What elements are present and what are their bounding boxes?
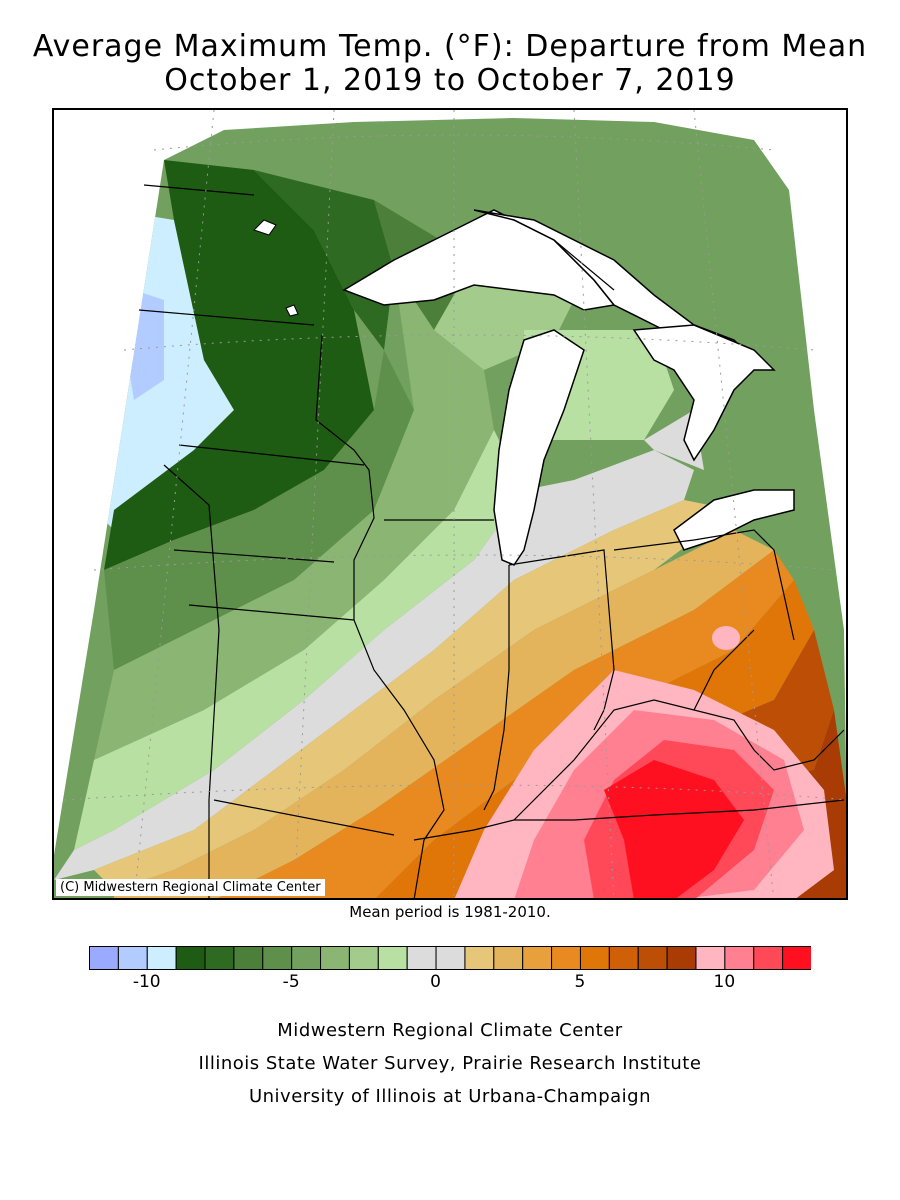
legend-swatch [608,946,639,970]
legend-swatch [782,946,812,970]
map-credit-label: (C) Midwestern Regional Climate Center [56,879,325,896]
great-lakes [342,209,795,566]
legend-swatch [637,946,668,970]
map-date-range: October 1, 2019 to October 7, 2019 [164,63,736,98]
legend-swatch [291,946,322,970]
legend-swatch [695,946,726,970]
legend-swatch [406,946,437,970]
legend-swatch [262,946,293,970]
legend-swatch [493,946,524,970]
legend-swatch [666,946,697,970]
legend-swatch [579,946,610,970]
legend-swatch [175,946,206,970]
legend-swatch [233,946,264,970]
legend-swatch [89,946,119,970]
legend-swatch [320,946,350,970]
legend-swatch [348,946,379,970]
legend-swatch [724,946,755,970]
legend-tick-label: 0 [430,972,441,992]
legend-tick-label: 10 [713,972,736,992]
legend-tick-label: -10 [132,972,161,992]
legend-tick-label: -5 [282,972,300,992]
color-legend-ticks: -10 -5 0 5 10 [0,972,900,1000]
temperature-departure-map: (C) Midwestern Regional Climate Center [52,108,848,900]
legend-swatch [464,946,495,970]
footer-university: University of Illinois at Urbana-Champai… [248,1086,652,1107]
state-boundaries [138,184,845,898]
legend-swatch [753,946,784,970]
legend-swatch [435,946,466,970]
legend-swatch [204,946,235,970]
map-title: Average Maximum Temp. (°F): Departure fr… [32,29,868,64]
map-graphic [54,110,846,898]
color-legend-svg [89,946,812,970]
color-legend-bar [89,946,812,970]
footer-organization: Midwestern Regional Climate Center [277,1020,623,1041]
graticule [63,110,846,898]
legend-tick-label: 5 [574,972,586,992]
legend-swatch [146,946,177,970]
legend-swatch [377,946,408,970]
legend-swatch [522,946,553,970]
legend-swatch [117,946,148,970]
legend-swatch [551,946,581,970]
mean-period-note: Mean period is 1981-2010. [349,903,551,921]
footer-survey: Illinois State Water Survey, Prairie Res… [198,1053,702,1074]
